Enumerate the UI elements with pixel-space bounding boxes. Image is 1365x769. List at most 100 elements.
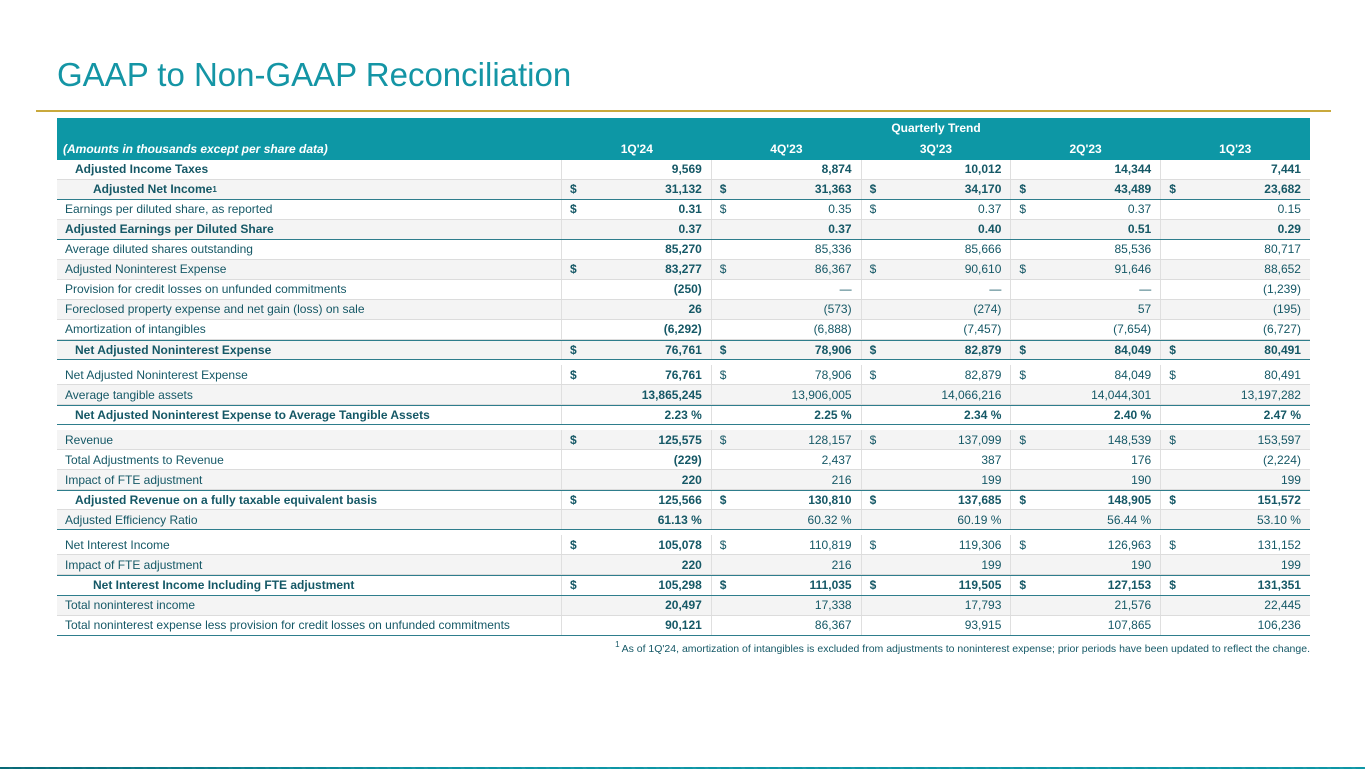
dollar-sign: $ (570, 182, 577, 197)
cell-value: $31,363 (712, 180, 862, 199)
table-row: Net Interest Income $105,078 $110,819 $119,… (57, 535, 1310, 556)
row-label: Average tangible assets (57, 385, 562, 405)
cell-value: 7,441 (1270, 162, 1301, 177)
dollar-sign: $ (570, 343, 577, 357)
table-row: Adjusted Noninterest Expense $83,277 $86,3… (57, 260, 1310, 280)
row-label: Impact of FTE adjustment (57, 470, 562, 490)
row-label: Adjusted Revenue on a fully taxable equi… (57, 491, 562, 510)
cell-value: $78,906 (712, 341, 862, 360)
cell-value: 107,865 (1011, 615, 1162, 635)
cell-value: 0.37 (712, 220, 862, 239)
cell-value: 0.37 (562, 220, 712, 239)
cell-value: 8,874 (712, 160, 862, 179)
cell-value: 26 (562, 300, 712, 319)
cell-value: 220 (562, 470, 712, 490)
dollar-sign: $ (570, 367, 577, 382)
cell-value: 2.47 % (1263, 408, 1301, 423)
dollar-sign: $ (1019, 182, 1027, 197)
column-header: 3Q'23 (919, 142, 953, 156)
table-row: Adjusted Revenue on a fully taxable equi… (57, 490, 1310, 511)
table-row: Net Interest Income Including FTE adjust… (57, 575, 1310, 596)
cell-value: 93,915 (862, 615, 1012, 635)
cell-value: 216 (712, 470, 862, 490)
row-label: Adjusted Noninterest Expense (57, 260, 562, 279)
cell-value: 13,865,245 (562, 385, 712, 405)
dollar-sign: $ (1169, 432, 1176, 447)
cell-value: 88,652 (1264, 262, 1301, 277)
table-row: Average tangible assets 13,865,245 13,906,… (57, 385, 1310, 406)
cell-value: 2.23 % (562, 406, 712, 425)
table-row: Impact of FTE adjustment 220 216 199 190 199 (57, 470, 1310, 491)
cell-value: $110,819 (712, 535, 862, 555)
cell-value: $131,351 (1169, 578, 1301, 593)
footer: SeacoastBank ® FIRST QUARTER 2024 EARNIN… (0, 767, 1365, 769)
cell-value: 14,066,216 (862, 385, 1012, 405)
cell-value: $84,049 (1011, 341, 1162, 360)
footnote: 1 As of 1Q'24, amortization of intangible… (57, 641, 1310, 655)
cell-value: — (1011, 280, 1162, 299)
cell-value: 220 (562, 555, 712, 575)
row-label: Revenue (57, 430, 562, 450)
dollar-sign: $ (869, 367, 877, 382)
column-header: 2Q'23 (1069, 142, 1102, 156)
cell-value: $151,572 (1169, 493, 1301, 508)
cell-value: 199 (862, 555, 1012, 575)
cell-value: $0.35 (712, 200, 862, 219)
cell-value: 387 (862, 450, 1012, 470)
table-row: Provision for credit losses on unfunded … (57, 280, 1310, 300)
cell-value: $80,491 (1169, 343, 1301, 357)
cell-value: (250) (562, 280, 712, 299)
cell-value: $128,157 (712, 430, 862, 450)
cell-value: 21,576 (1011, 595, 1162, 615)
row-label: Total noninterest expense less provision… (57, 615, 562, 635)
dollar-sign: $ (570, 578, 577, 593)
dollar-sign: $ (1019, 262, 1027, 277)
cell-value: 80,717 (1264, 242, 1301, 257)
dollar-sign: $ (1169, 537, 1176, 552)
cell-value: $153,597 (1169, 432, 1301, 447)
cell-value: $137,099 (862, 430, 1012, 450)
cell-value: 2.25 % (712, 406, 862, 425)
cell-value: $0.37 (862, 200, 1012, 219)
dollar-sign: $ (1169, 493, 1176, 508)
row-label: Net Adjusted Noninterest Expense (57, 341, 562, 360)
table-header: Quarterly Trend (Amounts in thousands ex… (57, 118, 1310, 160)
cell-value: $91,646 (1011, 260, 1162, 279)
cell-value: (6,727) (1262, 322, 1301, 337)
dollar-sign: $ (869, 182, 877, 197)
cell-value: $125,566 (562, 491, 712, 510)
cell-value: (2,224) (1262, 452, 1301, 467)
cell-value: $119,306 (862, 535, 1012, 555)
title-rule (36, 110, 1331, 112)
cell-value: 2.34 % (862, 406, 1012, 425)
table-row: Net Adjusted Noninterest Expense to Aver… (57, 405, 1310, 426)
dollar-sign: $ (719, 343, 727, 357)
cell-value: (229) (562, 450, 712, 470)
cell-value: $148,539 (1011, 430, 1162, 450)
dollar-sign: $ (719, 202, 727, 217)
cell-value: 0.15 (1277, 202, 1301, 217)
dollar-sign: $ (1169, 367, 1176, 382)
cell-value: $76,761 (562, 341, 712, 360)
cell-value: 86,367 (712, 615, 862, 635)
table-row: Adjusted Earnings per Diluted Share 0.37 0… (57, 220, 1310, 240)
cell-value: $43,489 (1011, 180, 1162, 199)
cell-value: $131,152 (1169, 537, 1301, 552)
cell-value: $31,132 (562, 180, 712, 199)
cell-value: $105,078 (562, 535, 712, 555)
cell-value: 176 (1011, 450, 1162, 470)
cell-value: 60.19 % (862, 510, 1012, 530)
table-row: Adjusted Net Income 1 $31,132 $31,363 $34,17… (57, 180, 1310, 200)
dollar-sign: $ (869, 262, 877, 277)
cell-value: 14,044,301 (1011, 385, 1162, 405)
cell-value: 85,666 (862, 240, 1012, 259)
cell-value: 60.32 % (712, 510, 862, 530)
cell-value: $82,879 (862, 341, 1012, 360)
cell-value: 20,497 (562, 595, 712, 615)
dollar-sign: $ (1019, 202, 1027, 217)
row-label: Net Adjusted Noninterest Expense (57, 365, 562, 385)
row-label: Total Adjustments to Revenue (57, 450, 562, 470)
dollar-sign: $ (1019, 432, 1027, 447)
column-header: 1Q'24 (620, 142, 653, 156)
cell-value: (573) (712, 300, 862, 319)
